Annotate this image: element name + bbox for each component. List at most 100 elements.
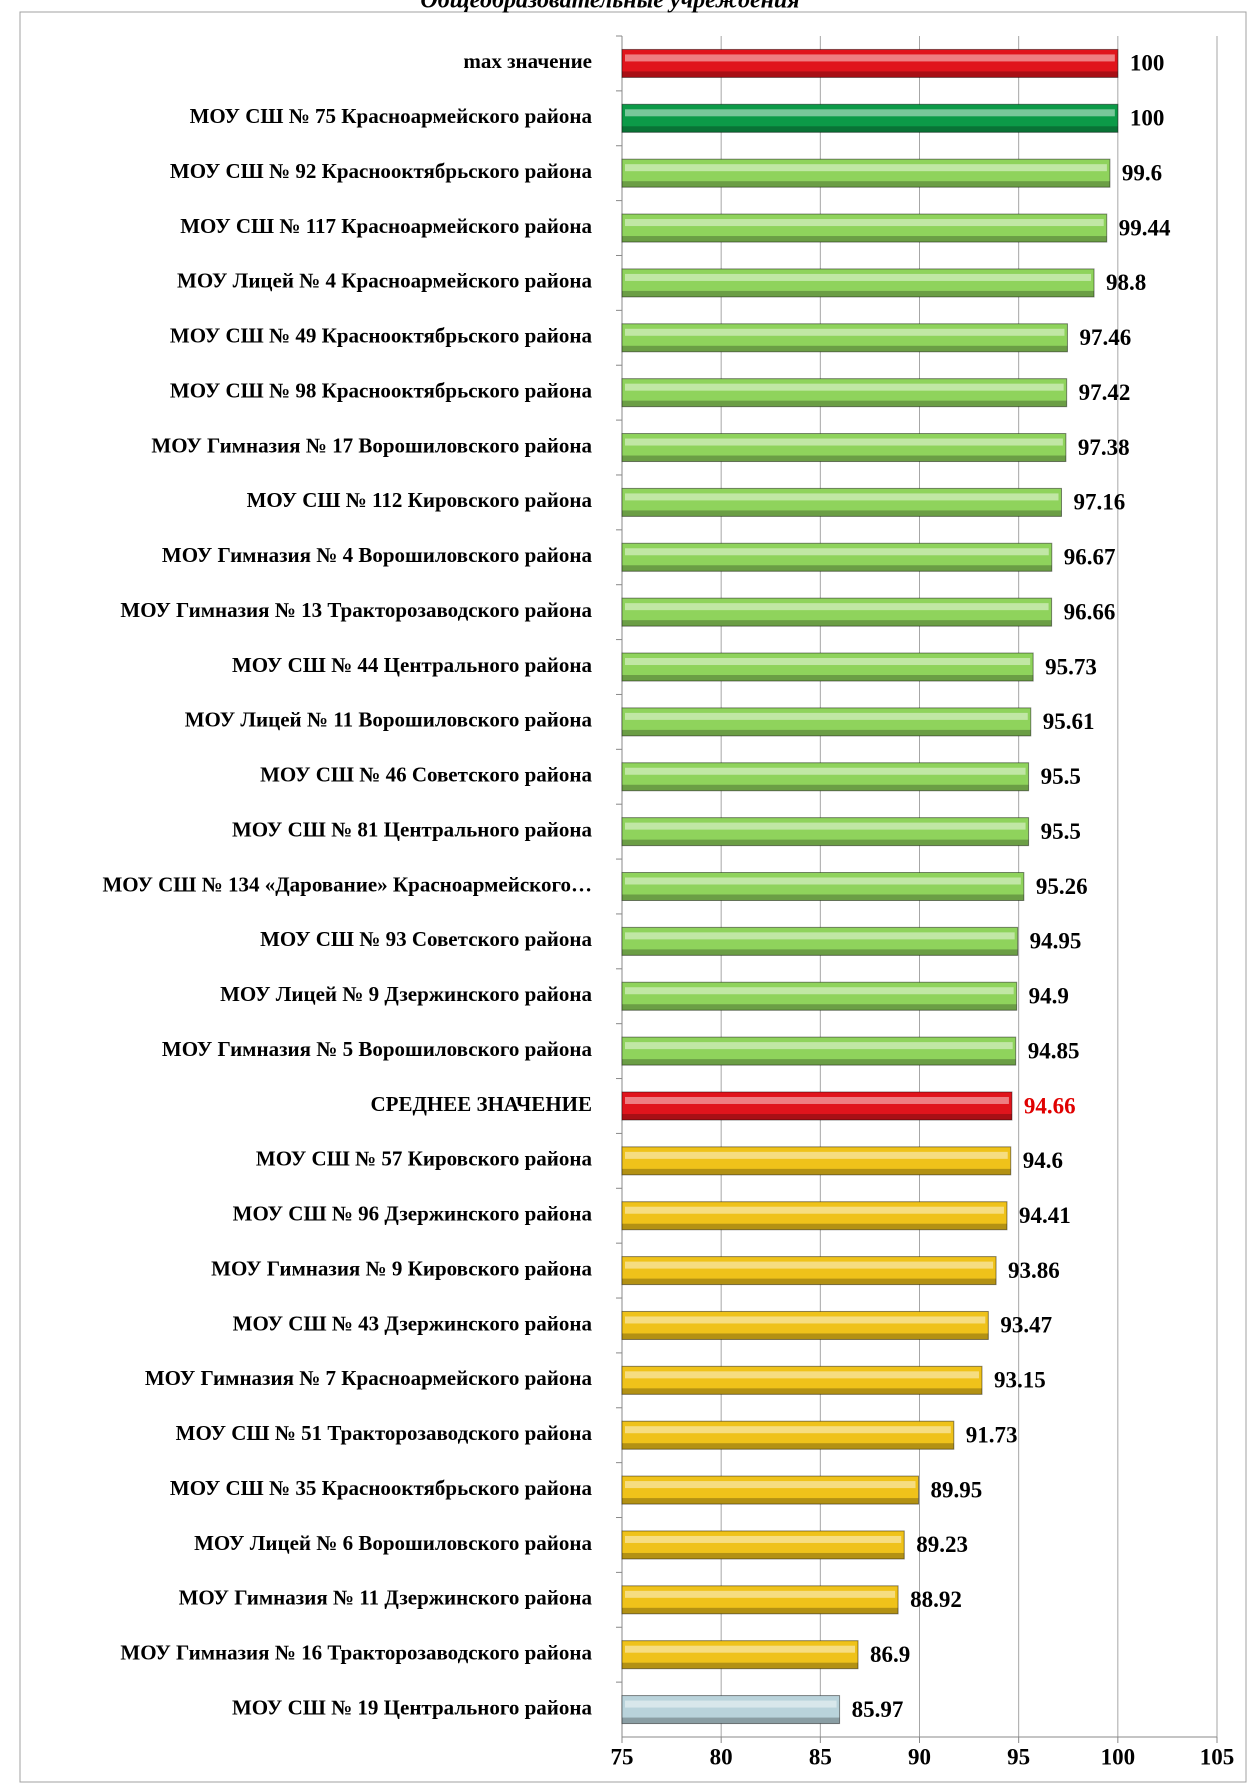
bar-shadow — [622, 729, 1031, 736]
value-label: 99.44 — [1119, 215, 1171, 240]
bar-shine — [625, 438, 1063, 446]
bar-shine — [625, 987, 1014, 995]
y-tick-label: МОУ СШ № 19 Центрального района — [232, 1695, 593, 1719]
bar — [621, 981, 1018, 1011]
y-tick-label: МОУ Гимназия № 5 Ворошиловского района — [162, 1037, 593, 1061]
bar-shine — [625, 328, 1065, 336]
bar-shine — [625, 493, 1059, 501]
bar-shadow — [622, 290, 1095, 297]
y-tick-label: МОУ СШ № 49 Краснооктябрьского района — [170, 324, 593, 348]
y-tick-label: МОУ СШ № 93 Советского района — [260, 927, 592, 951]
bar — [621, 1365, 983, 1395]
y-tick-label: МОУ СШ № 112 Кировского района — [247, 488, 593, 512]
value-label: 97.46 — [1079, 325, 1131, 350]
bar-shine — [625, 712, 1028, 720]
value-label: 99.6 — [1122, 160, 1162, 185]
bar-shine — [625, 54, 1115, 62]
value-label: 94.66 — [1024, 1093, 1076, 1118]
bar-shadow — [622, 181, 1110, 188]
bar — [621, 213, 1108, 243]
value-label: 97.38 — [1078, 435, 1130, 460]
bar — [621, 1475, 920, 1505]
y-tick-label: МОУ СШ № 92 Краснооктябрьского района — [170, 159, 593, 183]
bar-shine — [625, 1700, 837, 1708]
bar-shine — [625, 109, 1115, 117]
y-tick-label: МОУ СШ № 44 Центрального района — [232, 653, 593, 677]
value-label: 94.85 — [1028, 1038, 1080, 1063]
bar-shine — [625, 1316, 986, 1324]
bar-shadow — [622, 126, 1118, 133]
bar-shadow — [622, 894, 1024, 901]
y-tick-label: МОУ СШ № 75 Красноармейского района — [190, 104, 593, 128]
bar — [621, 707, 1032, 737]
value-label: 93.47 — [1000, 1313, 1052, 1338]
value-label: 95.61 — [1043, 709, 1095, 734]
chart-title: Общеобразовательные учреждения — [420, 0, 799, 14]
bar-shine — [625, 1096, 1009, 1104]
bar — [621, 158, 1111, 188]
bar — [621, 487, 1063, 517]
y-tick-label: МОУ Гимназия № 9 Кировского района — [211, 1256, 592, 1280]
bar-shadow — [622, 1662, 859, 1669]
bar-shine — [625, 1645, 856, 1653]
bar-shadow — [622, 1004, 1017, 1011]
y-tick-label: МОУ Гимназия № 4 Ворошиловского района — [162, 543, 593, 567]
x-tick-label: 100 — [1101, 1744, 1136, 1769]
bar-shadow — [622, 1388, 982, 1395]
y-tick-label: СРЕДНЕЕ ЗНАЧЕНИЕ — [370, 1092, 592, 1116]
value-label: 96.67 — [1064, 545, 1116, 570]
value-label: 88.92 — [910, 1587, 962, 1612]
bar — [621, 542, 1053, 572]
bar-shadow — [622, 1113, 1012, 1120]
bar-shine — [625, 1151, 1008, 1159]
bar-shadow — [622, 1443, 954, 1450]
bar-shine — [625, 877, 1021, 885]
value-label: 97.42 — [1079, 380, 1131, 405]
chart-frame — [19, 11, 1247, 1783]
value-label: 98.8 — [1106, 270, 1146, 295]
bar — [621, 1036, 1017, 1066]
value-label: 95.73 — [1045, 654, 1097, 679]
bar-shine — [625, 383, 1064, 391]
bar-shine — [625, 1206, 1004, 1214]
bar-shine — [625, 1261, 994, 1269]
value-label: 96.66 — [1064, 599, 1116, 624]
bar — [621, 1585, 899, 1615]
bar-shadow — [622, 1278, 997, 1285]
bar — [621, 268, 1095, 298]
bar-shadow — [622, 455, 1066, 462]
bar-shadow — [622, 345, 1068, 352]
y-tick-label: МОУ СШ № 134 «Дарование» Красноармейског… — [102, 872, 592, 896]
value-label: 86.9 — [870, 1642, 910, 1667]
value-label: 94.9 — [1029, 984, 1069, 1009]
y-tick-label: МОУ СШ № 57 Кировского района — [256, 1147, 593, 1171]
y-tick-label: МОУ СШ № 51 Тракторозаводского района — [176, 1421, 593, 1445]
y-tick-label: МОУ Гимназия № 16 Тракторозаводского рай… — [120, 1641, 592, 1665]
y-tick-label: МОУ СШ № 96 Дзержинского района — [233, 1202, 593, 1226]
bar — [621, 103, 1119, 133]
bar-shadow — [622, 1333, 989, 1340]
bar-shine — [625, 219, 1104, 227]
x-tick-label: 85 — [809, 1744, 832, 1769]
bar-shadow — [622, 236, 1107, 243]
y-tick-label: max значение — [463, 49, 592, 73]
bar — [621, 1091, 1013, 1121]
value-label: 100 — [1130, 51, 1165, 76]
y-tick-label: МОУ СШ № 117 Красноармейского района — [180, 214, 592, 238]
bar-shine — [625, 548, 1049, 556]
bar-shadow — [622, 1717, 840, 1724]
bar — [621, 1146, 1012, 1176]
y-tick-label: МОУ Гимназия № 13 Тракторозаводского рай… — [120, 598, 592, 622]
y-tick-label: МОУ СШ № 43 Дзержинского района — [233, 1311, 593, 1335]
y-tick-label: МОУ Гимназия № 17 Ворошиловского района — [151, 433, 592, 457]
bar — [621, 926, 1019, 956]
value-label: 89.95 — [931, 1477, 983, 1502]
bar-shadow — [622, 949, 1018, 956]
bar-shadow — [622, 565, 1052, 572]
bar — [621, 1201, 1008, 1231]
bar-shine — [625, 1042, 1013, 1050]
bar — [621, 1640, 859, 1670]
bar — [621, 597, 1053, 627]
bar-shine — [625, 1535, 902, 1543]
